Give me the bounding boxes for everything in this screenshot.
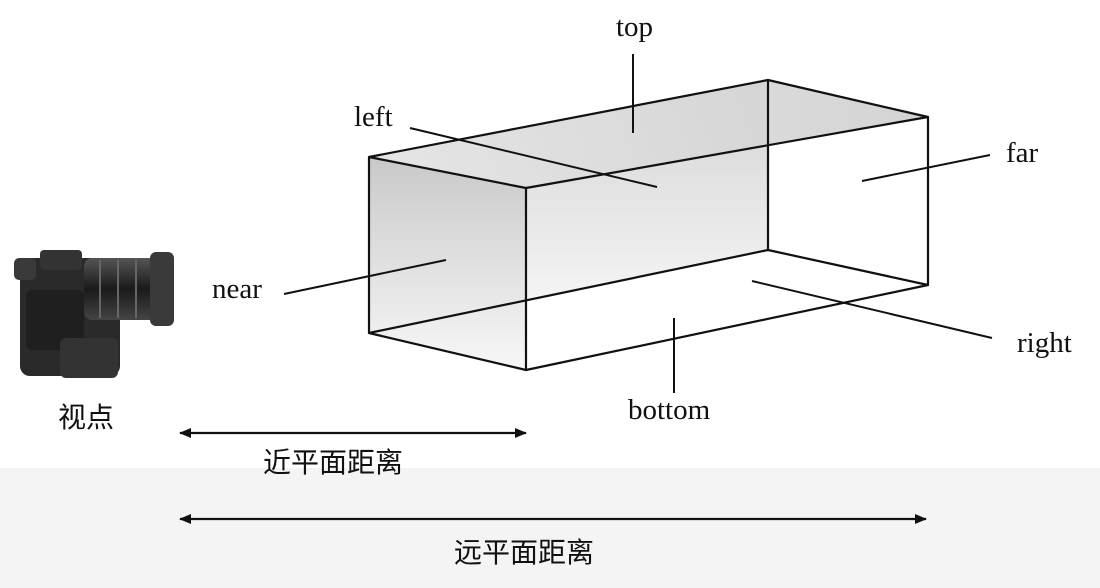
camera-icon xyxy=(14,250,174,378)
face-top xyxy=(369,80,928,188)
label-near-distance: 近平面距离 xyxy=(263,446,403,479)
label-bottom: bottom xyxy=(628,394,711,426)
face-near xyxy=(369,157,526,370)
background-band xyxy=(0,468,1100,588)
label-right: right xyxy=(1017,327,1072,359)
label-far-distance: 远平面距离 xyxy=(454,536,594,569)
leader-right xyxy=(751,280,993,339)
frustum-edges xyxy=(367,78,930,372)
label-left: left xyxy=(354,101,393,133)
label-near: near xyxy=(212,273,262,305)
label-far: far xyxy=(1006,137,1039,169)
leader-near xyxy=(283,259,447,295)
label-viewpoint: 视点 xyxy=(58,401,114,434)
leader-left xyxy=(409,127,658,188)
leader-lines xyxy=(283,54,993,393)
label-top: top xyxy=(616,11,653,43)
leader-far xyxy=(861,154,991,182)
